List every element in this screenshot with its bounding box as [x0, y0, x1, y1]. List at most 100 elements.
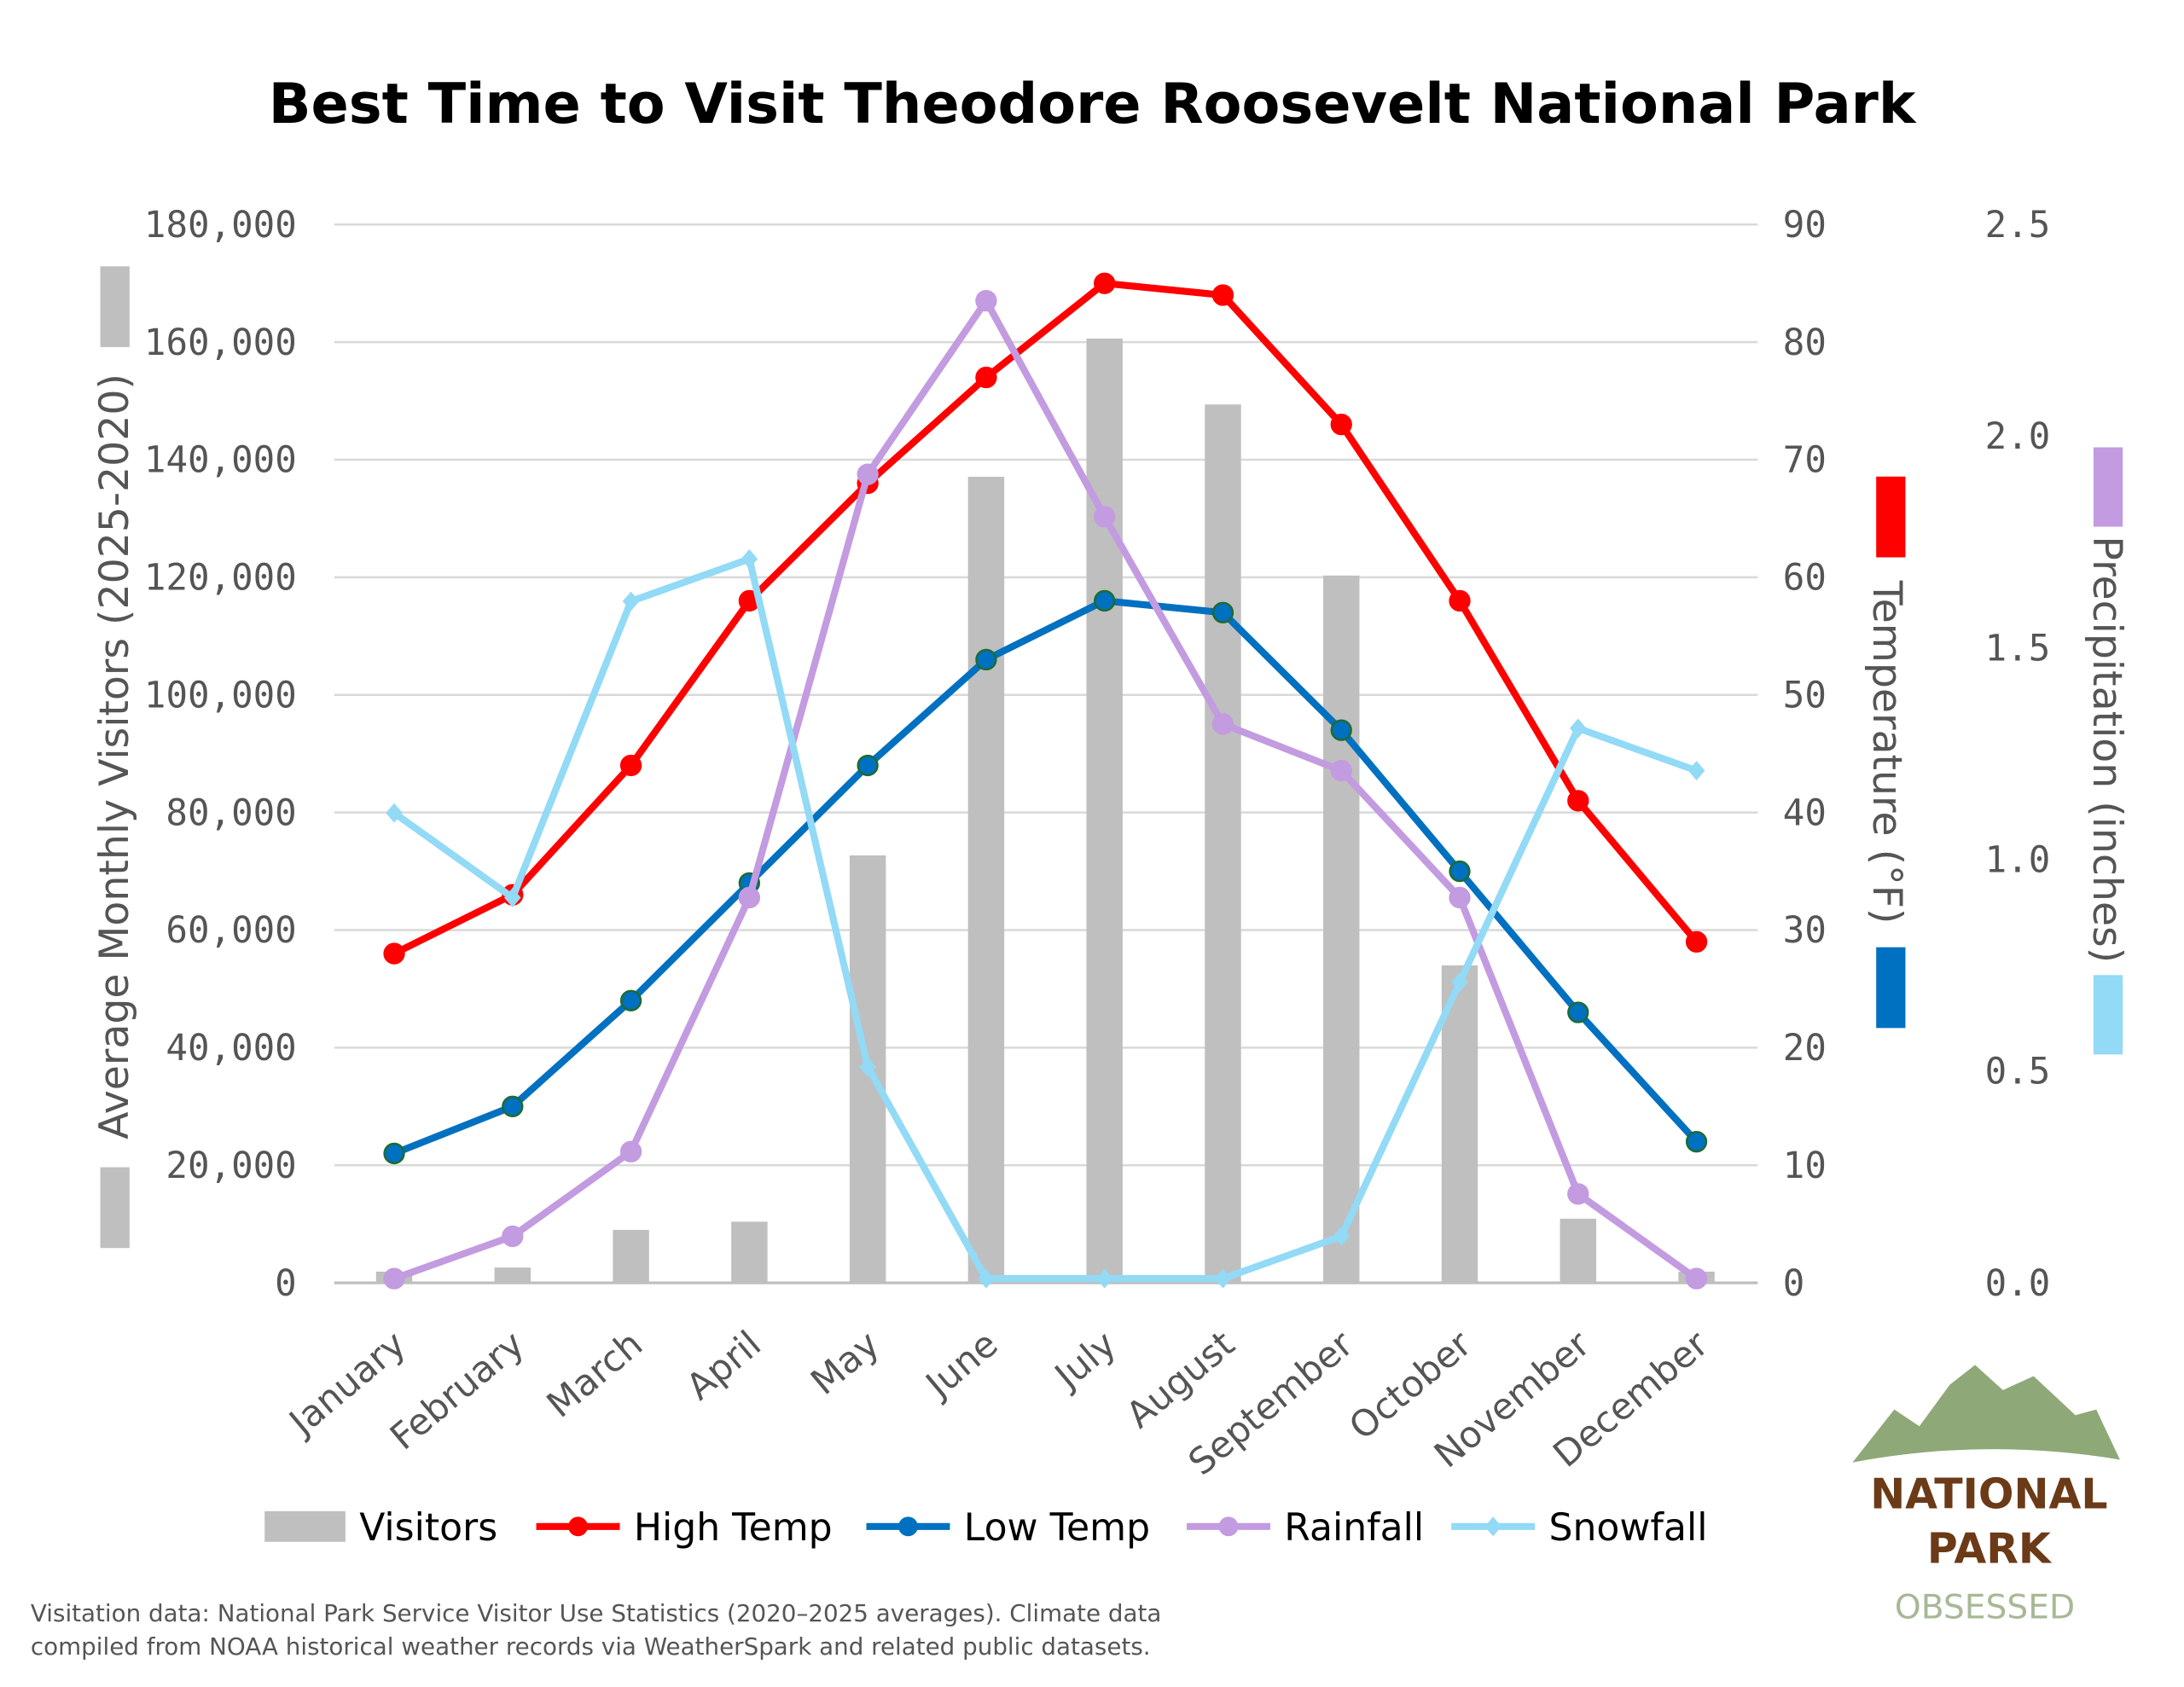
visitors-bar — [1441, 965, 1478, 1284]
rainfall-point — [619, 1140, 642, 1162]
left-axis-swatch-top — [100, 266, 130, 347]
low-temp-point — [1330, 719, 1352, 741]
rainfall-line — [392, 297, 1699, 1282]
temperature-tick-label: 0 — [1783, 1263, 1805, 1305]
snowfall-point — [741, 548, 758, 569]
low-temp-point — [1211, 601, 1234, 623]
visitors-bar — [731, 1221, 768, 1284]
legend-label-visitors: Visitors — [359, 1506, 497, 1550]
temperature-axis-label: Temperature (°F) — [1863, 580, 1910, 925]
month-label: April — [679, 1324, 770, 1409]
high-temp-point — [383, 942, 405, 965]
temperature-tick-label: 80 — [1783, 322, 1827, 364]
left-tick-label: 160,000 — [144, 322, 297, 364]
rainfall-point — [857, 463, 879, 485]
left-tick-label: 60,000 — [166, 910, 296, 952]
rainfall-point — [1330, 759, 1352, 782]
legend-marker-low-temp — [898, 1516, 918, 1537]
logo-park: PARK — [1927, 1524, 2053, 1573]
month-label: June — [917, 1324, 1007, 1408]
high-temp-point — [1449, 589, 1471, 612]
temperature-tick-label: 50 — [1783, 675, 1827, 716]
high-temp-line — [392, 280, 1699, 957]
high-temp-point — [619, 754, 642, 777]
temperature-tick-label: 90 — [1783, 205, 1827, 246]
snowfall-line — [392, 555, 1698, 1283]
visitors-bar — [613, 1230, 649, 1284]
legend-marker-rainfall — [1218, 1516, 1239, 1537]
legend-label-snowfall: Snowfall — [1549, 1506, 1708, 1550]
legend-label-low-temp: Low Temp — [964, 1506, 1150, 1550]
rainfall-point — [1211, 713, 1234, 735]
left-axis-swatch-bottom — [100, 1167, 130, 1249]
legend-marker-high-temp — [568, 1516, 588, 1537]
precipitation-tick-label: 1.0 — [1985, 839, 2051, 881]
snowfall-point — [1214, 1268, 1232, 1289]
high-temp-point — [1330, 414, 1352, 436]
temperature-tick-label: 60 — [1783, 558, 1827, 600]
precipitation-tick-label: 0.5 — [1985, 1052, 2051, 1093]
low-temp-point — [1449, 860, 1471, 883]
precipitation-tick-label: 0.0 — [1985, 1263, 2051, 1305]
temperature-tick-label: 20 — [1783, 1028, 1827, 1070]
left-tick-label: 20,000 — [166, 1145, 296, 1187]
low-temp-point — [1685, 1131, 1708, 1153]
visitors-bar — [494, 1267, 531, 1284]
left-tick-label: 80,000 — [166, 792, 296, 834]
left-axis-label: Average Monthly Visitors (2025-2020) — [91, 374, 138, 1139]
snowfall-point — [1451, 972, 1468, 993]
rainfall-point — [1449, 886, 1471, 909]
logo-obsessed: OBSESSED — [1895, 1589, 2075, 1627]
visitor-bars — [375, 339, 1715, 1284]
high-temp-point — [1685, 930, 1708, 953]
precipitation-axis-label: Precipitation (inches) — [2083, 536, 2130, 963]
rainfall-point — [502, 1225, 524, 1248]
mountains-icon — [1852, 1365, 2120, 1463]
precipitation-tick-label: 2.5 — [1985, 205, 2051, 246]
snowfall-point — [1687, 761, 1705, 780]
legend-marker-snowfall — [1484, 1516, 1502, 1537]
low-temp-line — [392, 597, 1699, 1157]
rainfall-point — [1094, 506, 1116, 528]
temperature-axis-ticks: 0 10 20 30 40 50 60 70 80 90 — [1783, 205, 1827, 1305]
month-label: February — [383, 1324, 533, 1458]
left-tick-label: 180,000 — [144, 205, 297, 246]
gridlines — [334, 223, 1758, 1284]
high-temp-point — [1211, 284, 1234, 306]
visitors-bar — [1205, 404, 1241, 1284]
low-temp-point — [857, 754, 879, 777]
rainfall-point — [738, 886, 761, 909]
left-tick-label: 120,000 — [144, 558, 297, 600]
snowfall-point — [1570, 718, 1587, 739]
left-axis-ticks: 0 20,000 40,000 60,000 80,000 100,000 120,000 1… — [144, 205, 297, 1305]
visitors-bar — [1086, 339, 1123, 1284]
left-tick-label: 0 — [275, 1263, 297, 1305]
low-temp-point — [502, 1095, 524, 1117]
precipitation-axis-ticks: 0.0 0.5 1.0 1.5 2.0 2.5 — [1985, 205, 2051, 1305]
precipitation-tick-label: 1.5 — [1985, 628, 2051, 670]
footnote-line-1: Visitation data: National Park Service V… — [31, 1599, 1162, 1627]
snowfall-axis-swatch — [2093, 975, 2123, 1055]
line-series — [383, 272, 1708, 1290]
legend-label-high-temp: High Temp — [634, 1506, 833, 1550]
precipitation-tick-label: 2.0 — [1985, 416, 2051, 458]
high-temp-point — [1567, 790, 1589, 812]
low-temp-axis-swatch — [1876, 947, 1906, 1029]
rainfall-axis-swatch — [2093, 447, 2123, 527]
snowfall-point — [1095, 1268, 1113, 1289]
footnote-line-2: compiled from NOAA historical weather re… — [31, 1632, 1151, 1661]
visitors-bar — [1560, 1218, 1597, 1284]
snowfall-point — [978, 1268, 995, 1289]
high-temp-axis-swatch — [1876, 476, 1906, 558]
visitors-bar — [1323, 575, 1360, 1284]
rainfall-point — [1685, 1267, 1708, 1290]
temperature-tick-label: 30 — [1783, 910, 1827, 952]
month-label: March — [539, 1324, 651, 1427]
rainfall-point — [1567, 1183, 1589, 1205]
high-temp-point — [975, 366, 997, 389]
legend-label-rainfall: Rainfall — [1284, 1506, 1424, 1550]
snowfall-point — [386, 803, 403, 823]
logo-national: NATIONAL — [1870, 1470, 2107, 1519]
